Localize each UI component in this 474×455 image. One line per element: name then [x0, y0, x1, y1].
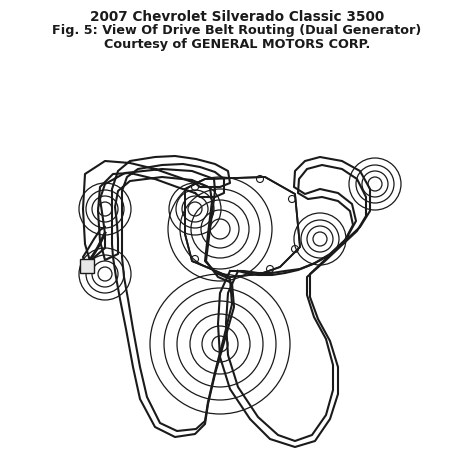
Text: Fig. 5: View Of Drive Belt Routing (Dual Generator): Fig. 5: View Of Drive Belt Routing (Dual… — [52, 24, 422, 37]
FancyBboxPatch shape — [80, 259, 94, 273]
Text: Courtesy of GENERAL MOTORS CORP.: Courtesy of GENERAL MOTORS CORP. — [104, 38, 370, 51]
Text: 2007 Chevrolet Silverado Classic 3500: 2007 Chevrolet Silverado Classic 3500 — [90, 10, 384, 24]
